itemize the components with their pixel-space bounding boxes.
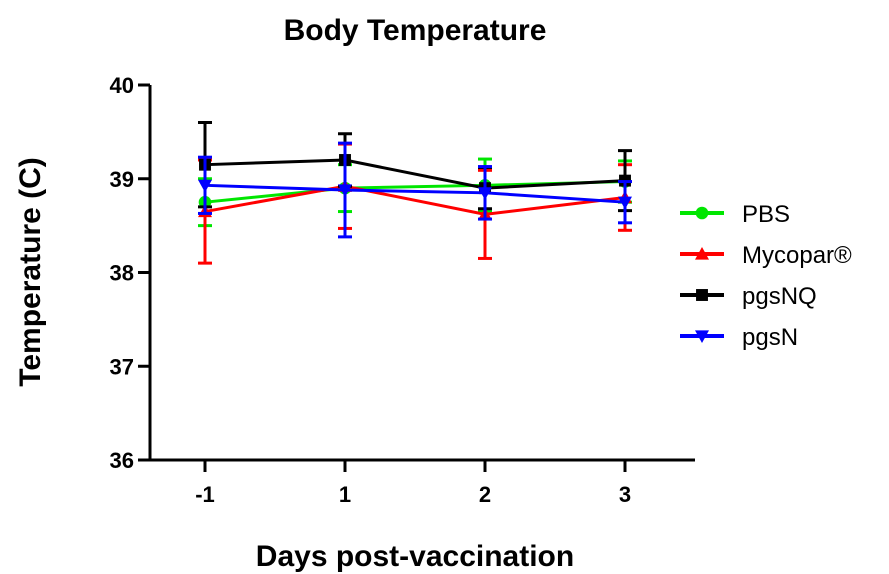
x-tick-label: 1: [339, 482, 351, 507]
legend-marker: [695, 206, 709, 220]
legend-label: PBS: [742, 201, 790, 228]
legend-item: PBS: [680, 201, 790, 228]
y-tick-label: 36: [110, 448, 134, 473]
legend-item: pgsN: [680, 324, 798, 351]
axes: [148, 85, 695, 462]
series-pgsn: [198, 141, 632, 239]
legend-marker: [696, 289, 708, 301]
data-point: [338, 184, 352, 197]
x-tick-label: -1: [195, 482, 215, 507]
chart-title: Body Temperature: [284, 14, 547, 47]
y-tick-label: 38: [110, 261, 134, 286]
legend: PBS Mycopar® pgsNQ pgsN: [680, 201, 852, 351]
legend-label: Mycopar®: [742, 242, 852, 269]
data-point: [198, 179, 212, 193]
legend-marker: [695, 330, 709, 343]
series-line: [204, 183, 626, 204]
data-point: [618, 196, 632, 210]
legend-label: pgsNQ: [742, 283, 817, 310]
y-ticks: 36 37 38 39 40: [110, 73, 150, 473]
legend-item: pgsNQ: [680, 283, 817, 310]
y-tick-label: 40: [110, 73, 134, 98]
plot-area: [198, 121, 632, 265]
x-tick-label: 3: [619, 482, 631, 507]
data-point: [478, 187, 492, 200]
y-axis-title: Temperature (C): [14, 157, 47, 386]
series-line: [204, 184, 626, 216]
legend-marker: [695, 247, 709, 260]
x-ticks: -1 1 2 3: [195, 460, 631, 507]
x-tick-label: 2: [479, 482, 491, 507]
legend-label: pgsN: [742, 324, 798, 351]
legend-item: Mycopar®: [680, 242, 852, 269]
y-tick-label: 39: [110, 167, 134, 192]
x-axis-title: Days post-vaccination: [256, 540, 574, 573]
y-tick-label: 37: [110, 354, 134, 379]
series-line: [204, 158, 626, 190]
